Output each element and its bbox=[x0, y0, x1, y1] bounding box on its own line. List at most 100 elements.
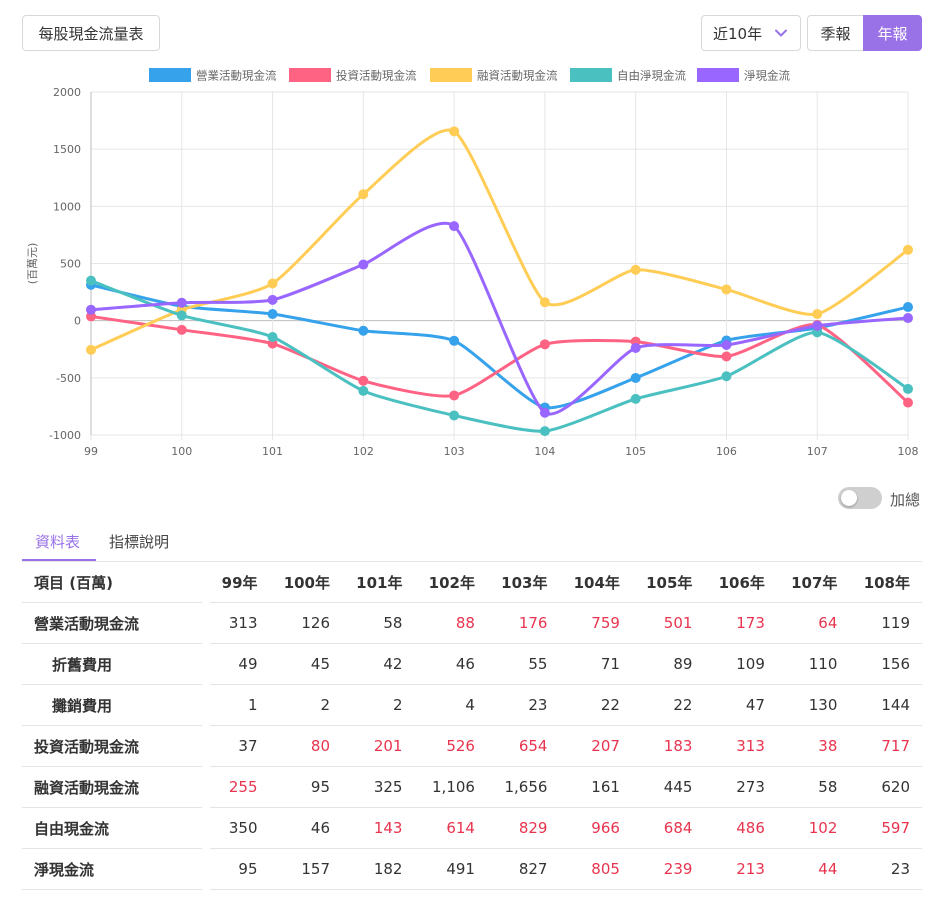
table-cell: 144 bbox=[849, 685, 922, 726]
header-year: 107年 bbox=[776, 562, 850, 603]
table-cell: 491 bbox=[414, 849, 487, 890]
table-cell: 102 bbox=[776, 808, 850, 849]
table-row: 投資活動現金流 37 80 201 526 654 207 183 313 38 717 bbox=[22, 726, 922, 767]
data-point bbox=[630, 393, 641, 404]
cashflow-report-button[interactable]: 每股現金流量表 bbox=[22, 15, 160, 51]
data-point bbox=[721, 351, 732, 362]
table-row: 融資活動現金流 255 95 325 1,106 1,656 161 445 273 58 620 bbox=[22, 767, 922, 808]
table-cell: 2 bbox=[269, 685, 342, 726]
table-cell: 183 bbox=[631, 726, 705, 767]
series-line bbox=[90, 128, 909, 352]
row-label: 淨現金流 bbox=[22, 849, 202, 890]
table-cell: 58 bbox=[776, 767, 850, 808]
legend-swatch bbox=[149, 68, 191, 82]
table-cell: 597 bbox=[849, 808, 922, 849]
table-cell: 46 bbox=[414, 644, 487, 685]
table-cell: 23 bbox=[849, 849, 922, 890]
table-row: 折舊費用 49 45 42 46 55 71 89 109 110 156 bbox=[22, 644, 922, 685]
data-point bbox=[449, 390, 460, 401]
column-gap bbox=[202, 726, 210, 767]
table-cell: 526 bbox=[414, 726, 487, 767]
tab-bar: 資料表 指標說明 bbox=[22, 525, 922, 562]
table-cell: 486 bbox=[704, 808, 777, 849]
data-point bbox=[449, 335, 460, 346]
active-tab-indicator bbox=[22, 559, 96, 561]
y-tick-label: -1000 bbox=[49, 429, 81, 442]
data-point bbox=[903, 397, 913, 408]
y-tick-label: 500 bbox=[60, 258, 81, 271]
table-cell: 827 bbox=[486, 849, 560, 890]
data-point bbox=[267, 294, 278, 305]
table-cell: 201 bbox=[342, 726, 415, 767]
data-point bbox=[449, 221, 460, 232]
annual-button[interactable]: 年報 bbox=[863, 15, 922, 51]
data-point bbox=[812, 320, 823, 331]
row-label: 自由現金流 bbox=[22, 808, 202, 849]
x-tick-label: 105 bbox=[625, 445, 646, 458]
table-cell: 176 bbox=[486, 603, 560, 644]
series-line bbox=[90, 314, 909, 404]
table-cell: 1,106 bbox=[414, 767, 487, 808]
y-axis-title: (百萬元) bbox=[26, 243, 39, 285]
header-year: 104年 bbox=[559, 562, 632, 603]
data-point bbox=[630, 264, 641, 275]
data-point bbox=[358, 259, 369, 270]
table-cell: 805 bbox=[559, 849, 632, 890]
chevron-down-icon bbox=[775, 29, 787, 37]
tab-indicator-notes[interactable]: 指標說明 bbox=[109, 533, 170, 551]
row-label: 攤銷費用 bbox=[22, 685, 202, 726]
x-tick-label: 101 bbox=[262, 445, 283, 458]
table-cell: 213 bbox=[704, 849, 777, 890]
data-point bbox=[903, 244, 913, 255]
data-point bbox=[539, 407, 550, 418]
period-range-select[interactable]: 近10年 bbox=[701, 15, 801, 51]
table-cell: 829 bbox=[486, 808, 560, 849]
x-tick-label: 102 bbox=[353, 445, 374, 458]
table-cell: 156 bbox=[849, 644, 922, 685]
data-table: 項目 (百萬) 99年 100年 101年 102年 103年 104年 105年 106年 1… bbox=[22, 562, 922, 890]
data-point bbox=[449, 126, 460, 137]
row-label: 營業活動現金流 bbox=[22, 603, 202, 644]
data-point bbox=[358, 325, 369, 336]
data-point bbox=[721, 284, 732, 295]
table-cell: 350 bbox=[210, 808, 270, 849]
table-cell: 95 bbox=[269, 767, 342, 808]
legend-label: 淨現金流 bbox=[744, 69, 790, 83]
column-gap bbox=[202, 685, 210, 726]
data-point bbox=[358, 385, 369, 396]
sum-toggle[interactable]: 加總 bbox=[838, 485, 928, 513]
table-cell: 717 bbox=[849, 726, 922, 767]
row-label: 折舊費用 bbox=[22, 644, 202, 685]
column-gap bbox=[202, 767, 210, 808]
data-point bbox=[176, 324, 187, 335]
table-cell: 55 bbox=[486, 644, 560, 685]
legend-label: 自由淨現金流 bbox=[617, 69, 686, 83]
table-cell: 80 bbox=[269, 726, 342, 767]
data-point bbox=[176, 297, 187, 308]
tab-data-table[interactable]: 資料表 bbox=[35, 533, 81, 551]
y-tick-label: 1500 bbox=[53, 143, 81, 156]
header-year: 102年 bbox=[414, 562, 487, 603]
toggle-switch[interactable] bbox=[838, 487, 882, 509]
table-cell: 4 bbox=[414, 685, 487, 726]
table-cell: 89 bbox=[631, 644, 705, 685]
quarterly-button[interactable]: 季報 bbox=[807, 15, 864, 51]
y-tick-label: -500 bbox=[56, 372, 81, 385]
data-point bbox=[267, 332, 278, 343]
data-point bbox=[721, 340, 732, 351]
table-cell: 759 bbox=[559, 603, 632, 644]
header-year: 99年 bbox=[210, 562, 270, 603]
table-cell: 45 bbox=[269, 644, 342, 685]
table-cell: 2 bbox=[342, 685, 415, 726]
table-cell: 157 bbox=[269, 849, 342, 890]
table-cell: 71 bbox=[559, 644, 632, 685]
table-cell: 313 bbox=[704, 726, 777, 767]
data-point bbox=[903, 313, 913, 324]
data-point bbox=[539, 339, 550, 350]
column-gap bbox=[202, 562, 210, 603]
data-point bbox=[449, 410, 460, 421]
data-point bbox=[539, 297, 550, 308]
x-tick-label: 99 bbox=[84, 445, 98, 458]
data-point bbox=[903, 383, 913, 394]
